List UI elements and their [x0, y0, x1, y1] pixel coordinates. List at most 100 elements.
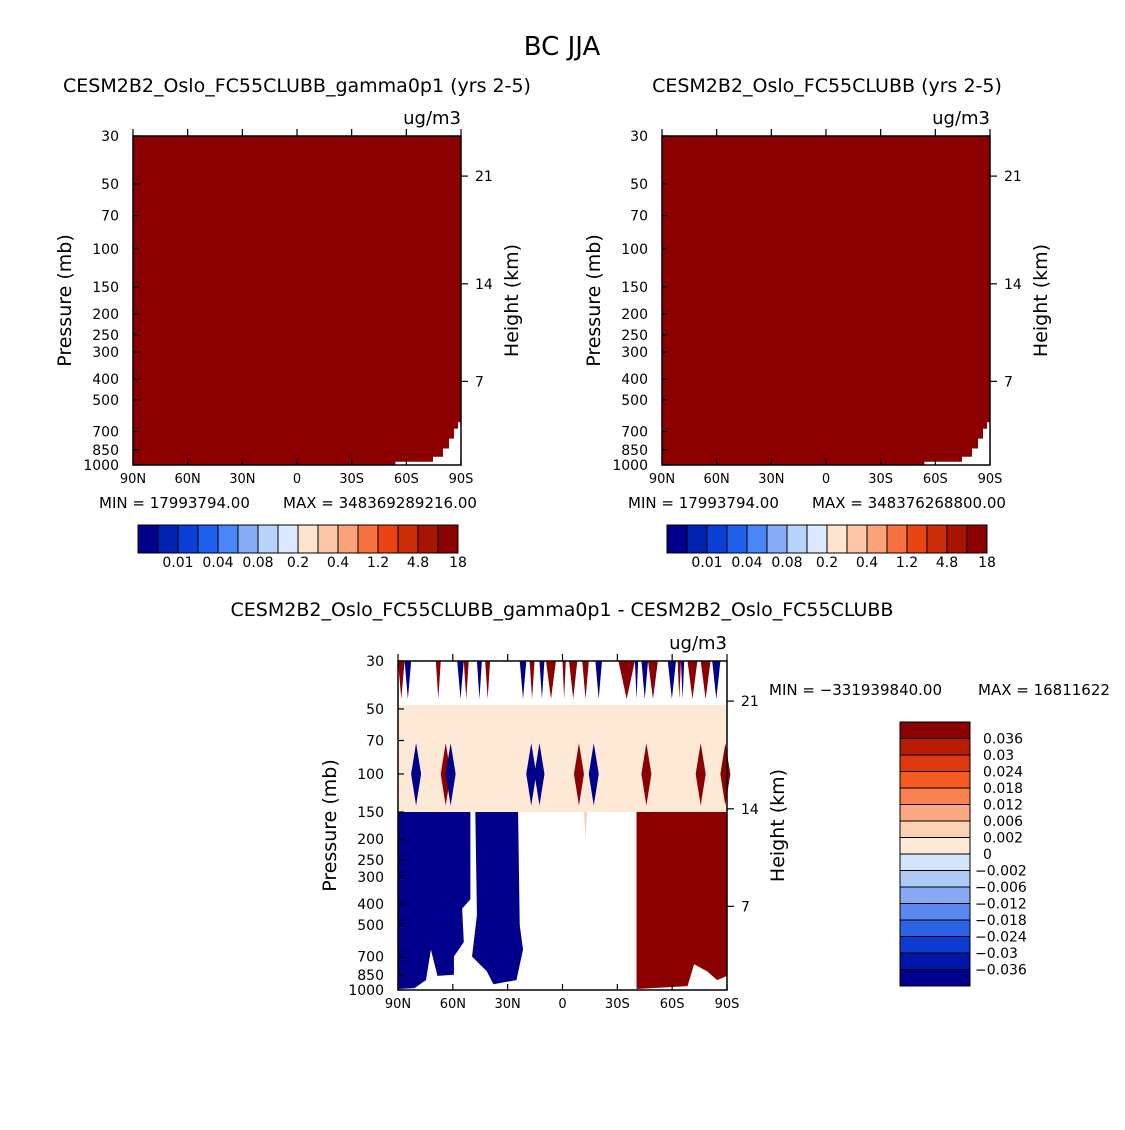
- colorbar-swatch: [866, 524, 888, 554]
- y-tick-label: 700: [92, 425, 119, 441]
- colorbar-label: 0.2: [287, 555, 309, 571]
- colorbar-swatch: [899, 771, 971, 789]
- x-tick-label: 30S: [605, 997, 630, 1012]
- colorbar-swatch: [377, 524, 399, 554]
- max-label: MAX = 348376268800.00: [812, 494, 1006, 512]
- colorbar-label: 18: [978, 555, 996, 571]
- colorbar-swatch: [257, 524, 279, 554]
- colorbar-label: 0.04: [202, 555, 233, 571]
- chart-p1: CESM2B2_Oslo_FC55CLUBB_gamma0p1 (yrs 2-5…: [54, 75, 531, 571]
- diff-spike: [680, 661, 685, 700]
- y2-tick-label: 14: [1004, 277, 1022, 293]
- y-axis-label: Pressure (mb): [54, 234, 76, 367]
- min-label: MIN = 17993794.00: [628, 494, 779, 512]
- colorbar-label: 0.08: [242, 555, 273, 571]
- colorbar-label: −0.03: [975, 946, 1018, 962]
- y-tick-label: 30: [366, 654, 384, 670]
- chart-title: CESM2B2_Oslo_FC55CLUBB (yrs 2-5): [652, 75, 1002, 97]
- colorbar-label: 0.01: [162, 555, 193, 571]
- colorbar-swatch: [899, 936, 971, 954]
- y-tick-label: 500: [357, 918, 384, 934]
- colorbar-swatch: [899, 804, 971, 822]
- colorbar-swatch: [277, 524, 299, 554]
- colorbar-swatch: [846, 524, 868, 554]
- diff-diamond: [411, 743, 422, 806]
- diff-spike: [677, 661, 681, 700]
- min-label: MIN = −331939840.00: [769, 681, 942, 699]
- y-tick-label: 500: [621, 393, 648, 409]
- y-tick-label: 150: [92, 280, 119, 296]
- diff-diamond: [534, 743, 545, 806]
- colorbar-swatch: [899, 721, 971, 739]
- x-tick-label: 60S: [660, 997, 685, 1012]
- colorbar-label: −0.036: [975, 963, 1027, 979]
- x-tick-label: 0: [558, 997, 566, 1012]
- colorbar-swatch: [357, 524, 379, 554]
- y-tick-label: 50: [630, 177, 648, 193]
- colorbar-swatch: [906, 524, 928, 554]
- y-tick-label: 1000: [612, 458, 648, 474]
- plot-fill: [133, 136, 461, 465]
- diff-diamond: [588, 743, 599, 806]
- diff-spike: [398, 661, 405, 700]
- diff-diamond: [573, 743, 584, 806]
- colorbar-label: −0.012: [975, 897, 1027, 913]
- y-tick-label: 400: [357, 897, 384, 913]
- missing-data-notch: [395, 422, 461, 465]
- colorbar-label: −0.018: [975, 913, 1027, 929]
- field-fill: [133, 136, 461, 465]
- y-tick-label: 1000: [348, 983, 384, 999]
- colorbar-label: 4.8: [936, 555, 958, 571]
- y-tick-label: 100: [621, 242, 648, 258]
- colorbar-swatch: [746, 524, 768, 554]
- colorbar-label: 0.006: [983, 814, 1023, 830]
- colorbar-swatch: [899, 837, 971, 855]
- colorbar-swatch: [926, 524, 948, 554]
- y2-axis-label: Height (km): [767, 769, 789, 882]
- y-tick-label: 700: [621, 425, 648, 441]
- colorbar-label: −0.006: [975, 880, 1027, 896]
- colorbar-swatch: [899, 870, 971, 888]
- x-tick-label: 90N: [120, 472, 146, 487]
- y-tick-label: 200: [357, 832, 384, 848]
- colorbar-swatch: [899, 952, 971, 970]
- y-tick-label: 300: [357, 870, 384, 886]
- y-tick-label: 250: [92, 328, 119, 344]
- diff-spike: [546, 661, 556, 700]
- colorbar-swatch: [899, 903, 971, 921]
- y-tick-label: 200: [92, 307, 119, 323]
- x-tick-label: 90N: [385, 997, 411, 1012]
- max-label: MAX = 16811622: [978, 681, 1110, 699]
- colorbar-label: 1.2: [367, 555, 389, 571]
- colorbar-label: −0.002: [975, 864, 1027, 880]
- diff-spike: [687, 661, 698, 700]
- y-tick-label: 100: [92, 242, 119, 258]
- colorbar-label: 1.2: [896, 555, 918, 571]
- y2-tick-label: 21: [741, 694, 759, 710]
- x-tick-label: 60N: [704, 472, 730, 487]
- diff-spike: [634, 661, 639, 700]
- units-label: ug/m3: [932, 108, 990, 129]
- y-tick-label: 300: [621, 345, 648, 361]
- y-tick-label: 400: [621, 372, 648, 388]
- colorbar-swatch: [686, 524, 708, 554]
- diff-diamond: [641, 743, 652, 806]
- x-tick-label: 30N: [758, 472, 784, 487]
- colorbar-swatch: [899, 886, 971, 904]
- y-tick-label: 850: [357, 968, 384, 984]
- y-tick-label: 1000: [83, 458, 119, 474]
- y-tick-label: 70: [630, 208, 648, 224]
- colorbar-swatch: [417, 524, 439, 554]
- colorbar-label: 0.2: [816, 555, 838, 571]
- y-axis-label: Pressure (mb): [583, 234, 605, 367]
- chart-title: CESM2B2_Oslo_FC55CLUBB_gamma0p1 - CESM2B…: [231, 599, 894, 621]
- figure-title: BC JJA: [524, 32, 601, 62]
- diff-spike: [519, 661, 527, 700]
- colorbar-swatch: [899, 754, 971, 772]
- colorbar-label: 0.012: [983, 798, 1023, 814]
- y-tick-label: 30: [630, 129, 648, 145]
- chart-p2: CESM2B2_Oslo_FC55CLUBB (yrs 2-5) ug/m3 30 5…: [583, 75, 1052, 571]
- y-tick-label: 70: [101, 208, 119, 224]
- colorbar-swatch: [706, 524, 728, 554]
